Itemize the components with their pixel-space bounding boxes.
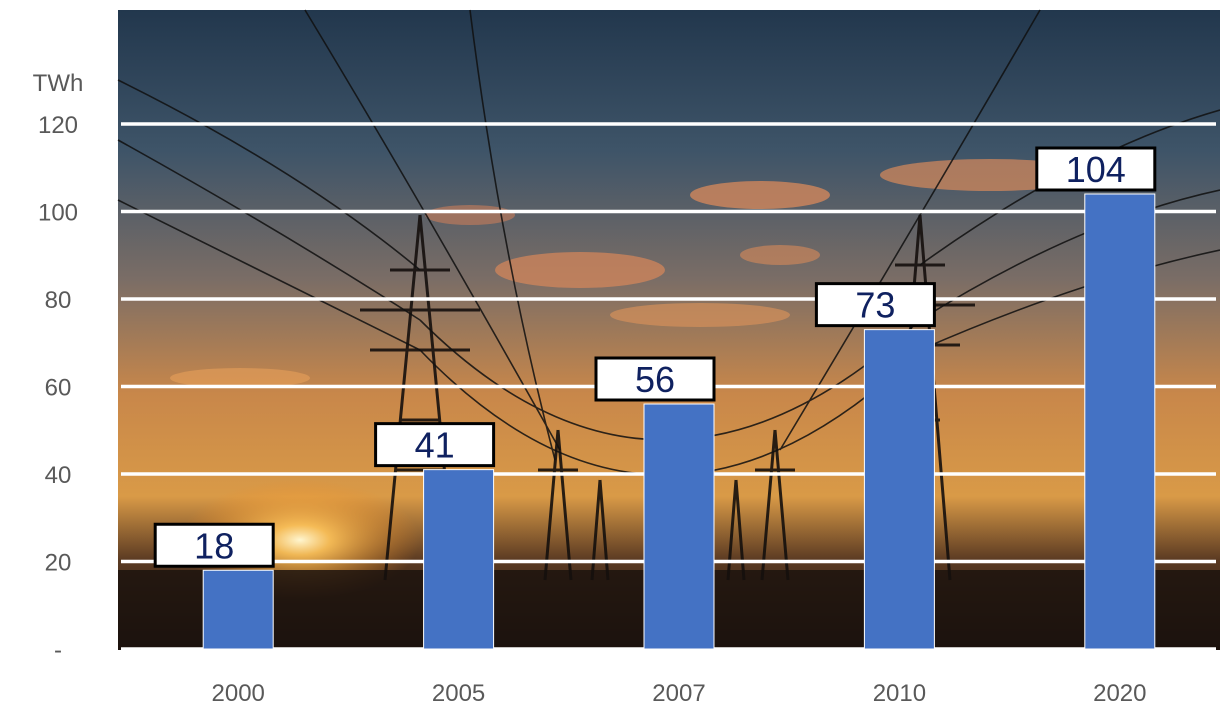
data-label-2007: 56	[635, 359, 675, 400]
x-axis: 2000 2005 2007 2010 2020	[212, 680, 1147, 707]
bar-2007	[643, 403, 715, 650]
y-tick-label: 100	[38, 200, 78, 227]
y-tick-label: -	[54, 637, 62, 664]
x-tick-label-2007: 2007	[652, 680, 705, 707]
x-tick-label-2010: 2010	[873, 680, 926, 707]
data-label-box-2000	[153, 522, 275, 568]
data-label-2005: 41	[415, 425, 455, 466]
data-label-box-2007	[594, 356, 716, 402]
bar-2020	[1084, 193, 1156, 650]
bar-2005	[423, 469, 495, 650]
y-tick-label: 20	[45, 550, 72, 577]
data-label-box-2005	[374, 422, 496, 468]
y-tick-label: 60	[45, 375, 72, 402]
bar-2000	[202, 569, 274, 650]
data-labels: 18 41 56 73 104	[153, 146, 1157, 568]
x-tick-label-2000: 2000	[212, 680, 265, 707]
x-tick-label-2005: 2005	[432, 680, 485, 707]
y-axis: - 20 40 60 80 100 120	[38, 112, 78, 664]
data-label-2020: 104	[1066, 149, 1126, 190]
y-axis-title: TWh	[33, 70, 84, 97]
x-tick-label-2020: 2020	[1093, 680, 1146, 707]
data-label-2000: 18	[194, 525, 234, 566]
data-label-box-2010	[814, 282, 936, 328]
y-tick-label: 120	[38, 112, 78, 139]
bar-2010	[863, 329, 935, 650]
y-tick-label: 40	[45, 462, 72, 489]
data-label-2010: 73	[855, 285, 895, 326]
y-tick-label: 80	[45, 287, 72, 314]
bars	[202, 193, 1156, 650]
data-label-box-2020	[1035, 146, 1157, 192]
